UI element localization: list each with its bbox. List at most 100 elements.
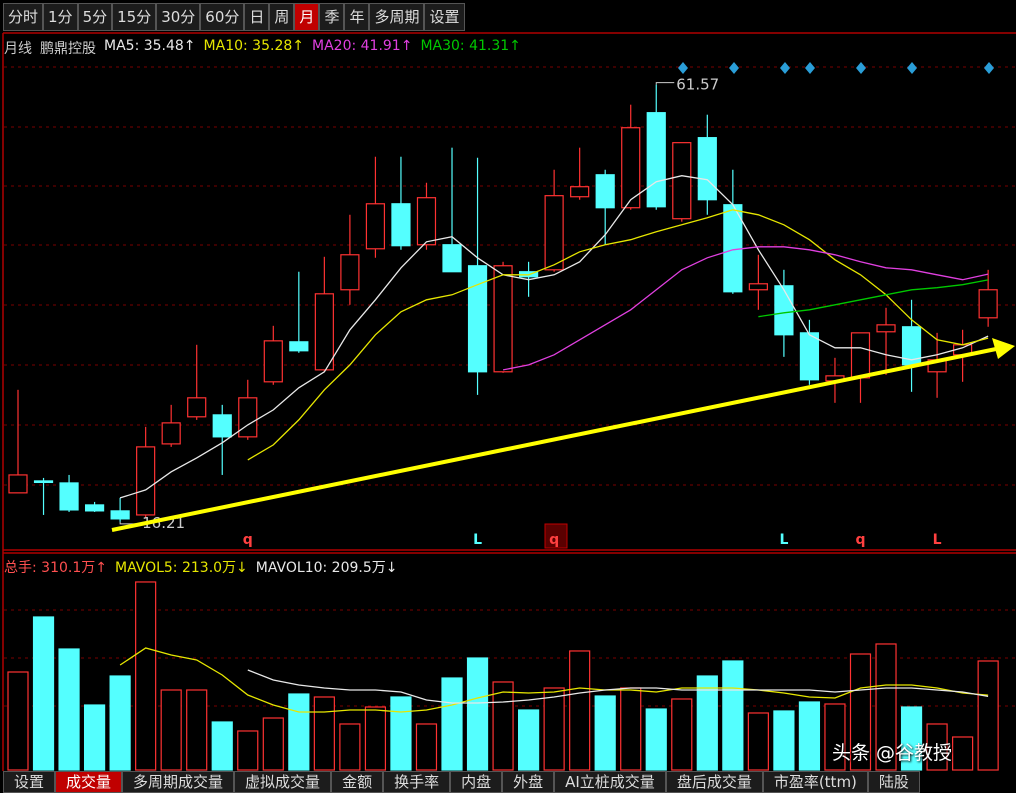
candle-body (263, 340, 283, 383)
ma-legend: MA5: 35.48↑ MA10: 35.28↑ MA20: 41.91↑ MA30:… (104, 38, 521, 58)
volume-bar (237, 730, 259, 771)
candle-body (212, 414, 232, 438)
candle-body (570, 186, 590, 198)
volume-bar (415, 723, 438, 771)
indicator-tab[interactable]: 陆股 (867, 771, 920, 793)
candle-body (646, 112, 666, 208)
period-tab[interactable]: 年 (344, 3, 370, 31)
candle-body (672, 142, 692, 220)
period-tab[interactable]: 多周期 (369, 3, 425, 31)
candle-body (493, 265, 513, 373)
candle-body (621, 127, 641, 209)
max-label: 61.57 (676, 76, 719, 94)
volume-bar (696, 675, 718, 771)
period-tab[interactable]: 月 (294, 3, 320, 31)
legend-entry: MA30: 41.31↑ (420, 38, 521, 54)
candle-body (365, 203, 386, 250)
volume-bar (824, 703, 846, 771)
candle-body (442, 244, 462, 273)
mavol-legend: MAVOL5: 213.0万↓ MAVOL10: 209.5万↓ (115, 557, 398, 577)
max-leader (655, 82, 675, 85)
signal-label: q (549, 532, 559, 548)
candle-body (544, 195, 564, 271)
volume-bar (492, 681, 514, 771)
candle-body (59, 482, 79, 511)
indicator-tab[interactable]: 换手率 (383, 771, 451, 793)
indicator-tab[interactable]: 盘后成交量 (665, 771, 763, 793)
candle-body (799, 332, 820, 381)
candle-body (136, 446, 156, 516)
period-tab[interactable]: 日 (244, 3, 270, 31)
volume-bar (135, 581, 157, 771)
period-tab[interactable]: 60分 (200, 3, 245, 31)
indicator-tab[interactable]: 内盘 (450, 771, 503, 793)
diamond (856, 62, 866, 74)
signal-label: L (473, 532, 482, 548)
indicator-tab[interactable]: 外盘 (502, 771, 555, 793)
volume-bar (313, 696, 335, 771)
candle-body (723, 204, 743, 293)
ma-line (119, 647, 989, 713)
volume-bar (466, 657, 489, 771)
trend-arrow (111, 338, 1015, 532)
period-tab[interactable]: 30分 (156, 3, 201, 31)
period-label: 月线 (4, 41, 32, 57)
volume-bar (926, 723, 948, 771)
volume-bar (288, 693, 310, 771)
volume-bar (517, 709, 540, 771)
candle-body (33, 480, 54, 484)
period-toolbar: 分时 1分 5分 15分 30分 60分日周月季年多周期 设置 (3, 3, 465, 31)
period-tab[interactable]: 分时 (3, 3, 44, 31)
indicator-tab[interactable]: AI立桩成交量 (554, 771, 666, 793)
volume-bar (747, 712, 769, 771)
volume-bar (645, 708, 667, 771)
volume-label: 总手: 310.1万↑ (4, 560, 107, 576)
diamond (907, 62, 917, 74)
period-tab[interactable]: 15分 (112, 3, 157, 31)
period-tab[interactable]: 5分 (77, 3, 113, 31)
legend-entry: MA10: 35.28↑ (203, 38, 304, 54)
volume-bar (441, 677, 463, 771)
indicator-tabs: 设置 成交量 多周期成交量 虚拟成交量 金额 换手率 内盘 外盘 AI立桩成交量 盘后成交量 市盈率… (3, 771, 920, 793)
signal-label: q (855, 532, 865, 548)
volume-bar (211, 721, 233, 771)
candle-body (595, 174, 615, 209)
ma-line (247, 209, 989, 461)
indicator-tab[interactable]: 多周期成交量 (122, 771, 235, 793)
volume-bar (364, 706, 387, 771)
arrow-shaft (111, 347, 997, 532)
signal-label: L (779, 532, 788, 548)
indicator-tab[interactable]: 成交量 (55, 771, 123, 793)
candle-body (978, 289, 998, 319)
signal-label: L (933, 532, 942, 548)
indicator-tab[interactable]: 金额 (331, 771, 384, 793)
candle-body (876, 324, 896, 333)
price-legend: 月线 鹏鼎控股 MA5: 35.48↑ MA10: 35.28↑ MA20: 41.… (4, 38, 521, 58)
period-tab[interactable]: 周 (269, 3, 295, 31)
diamond (984, 62, 994, 74)
ma-line (758, 279, 989, 318)
period-tab[interactable]: 1分 (43, 3, 78, 31)
legend-entry: MAVOL10: 209.5万↓ (255, 560, 398, 576)
candle-body (314, 293, 334, 371)
indicator-tab[interactable]: 市盈率(ttm) (762, 771, 868, 793)
volume-bar (773, 710, 795, 771)
diamond (780, 62, 790, 74)
signal-diamonds (678, 62, 994, 74)
legend-entry: MAVOL5: 213.0万↓ (114, 560, 248, 576)
candle-body (110, 510, 130, 520)
period-tab[interactable]: 设置 (424, 3, 465, 31)
candle-body (391, 203, 411, 247)
period-tab[interactable]: 季 (319, 3, 345, 31)
watermark: 头条 @谷教授 (832, 742, 953, 764)
volume-legend: 总手: 310.1万↑ MAVOL5: 213.0万↓ MAVOL10: 209.… (4, 557, 397, 577)
candle-body (774, 285, 794, 336)
indicator-tab[interactable]: 虚拟成交量 (234, 771, 332, 793)
volume-bar (977, 660, 999, 771)
volume-bar (83, 704, 106, 771)
volume-bar (798, 701, 821, 771)
indicator-tab[interactable]: 设置 (3, 771, 56, 793)
candle-body (8, 474, 28, 494)
diamond (678, 62, 688, 74)
